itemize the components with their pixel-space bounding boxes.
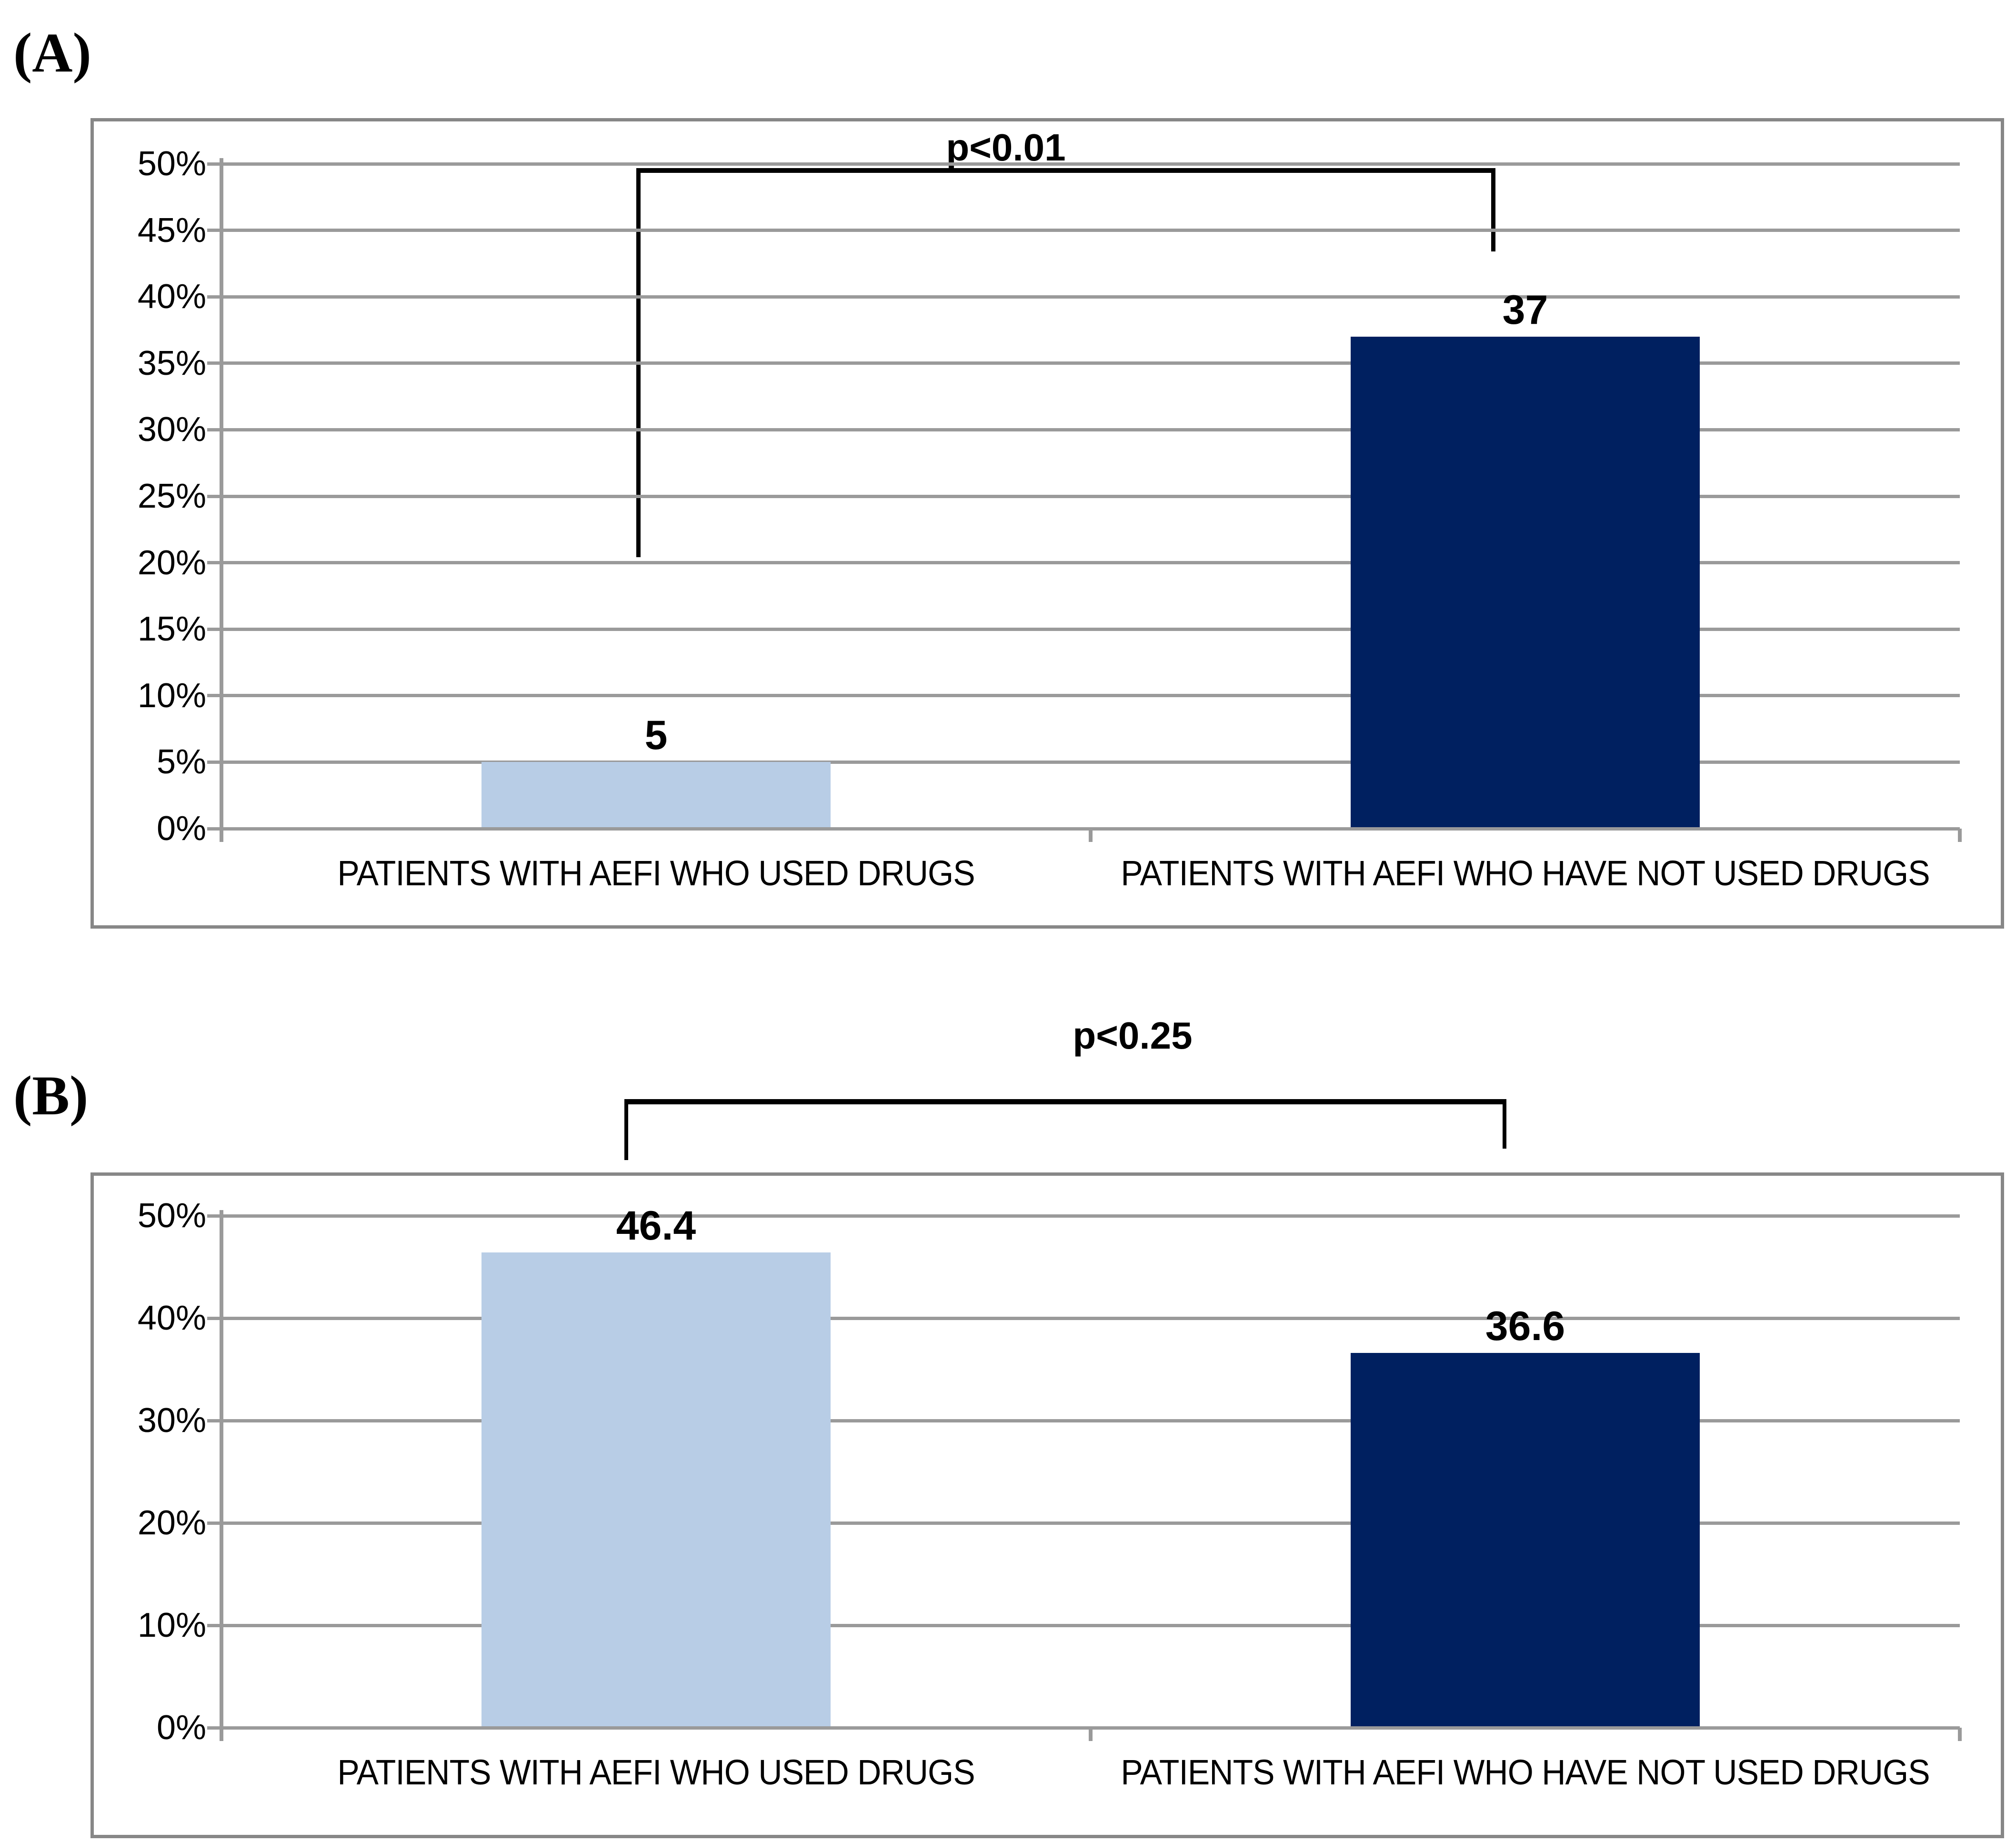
y-axis-tick <box>207 627 221 631</box>
y-axis-tick <box>207 162 221 166</box>
y-axis-tick-label: 45% <box>137 211 206 250</box>
y-axis-tick-label: 35% <box>137 344 206 382</box>
y-axis-tick-label: 15% <box>137 610 206 649</box>
gridline <box>221 627 1960 631</box>
y-axis-tick-label: 50% <box>137 1197 206 1235</box>
y-axis-tick <box>207 1623 221 1627</box>
bar-value-label: 46.4 <box>616 1203 696 1249</box>
bar-patients-used-drugs <box>481 1252 831 1728</box>
chart-a-plot: 0% 5% 10% 15% 20% 25% 30% 35% 40% 45% 50% PATIENTS … <box>138 145 1962 893</box>
y-axis-tick-label: 40% <box>137 278 206 316</box>
gridline <box>221 428 1960 431</box>
category-labels: PATIENTS WITH AEFI WHO USED DRUGS PATIENT… <box>221 853 1960 893</box>
y-axis-tick-label: 30% <box>137 1402 206 1440</box>
y-axis-tick <box>207 561 221 565</box>
significance-p-label-b: p<0.25 <box>1073 1014 1193 1057</box>
significance-bracket-b-left <box>624 1099 628 1160</box>
significance-bracket-b-top <box>624 1099 1506 1104</box>
x-axis-tick <box>1958 829 1962 842</box>
x-axis-tick <box>1089 1728 1093 1741</box>
bar-patients-not-used-drugs <box>1350 336 1700 829</box>
y-axis-tick-label: 0% <box>156 1709 206 1747</box>
y-axis-tick-label: 10% <box>137 676 206 715</box>
x-axis-tick <box>1958 1728 1962 1741</box>
gridline <box>221 162 1960 166</box>
panel-a-label: (A) <box>13 21 91 84</box>
y-axis-tick-label: 40% <box>137 1299 206 1337</box>
significance-p-label-a: p<0.01 <box>946 126 1066 169</box>
panel-b-label: (B) <box>13 1064 89 1127</box>
y-axis-tick-label: 30% <box>137 410 206 449</box>
y-axis-line <box>220 1210 223 1741</box>
y-axis-tick <box>207 760 221 764</box>
chart-b-plot: 0% 10% 20% 30% 40% 50% PATIENTS WITH AEFI WHO … <box>138 1197 1962 1792</box>
gridline <box>221 229 1960 232</box>
gridline <box>221 1316 1960 1320</box>
bar-patients-not-used-drugs <box>1350 1353 1700 1728</box>
x-axis-line <box>207 1726 1960 1730</box>
y-axis-tick <box>207 1214 221 1218</box>
bar-value-label: 37 <box>1502 287 1548 333</box>
y-axis-line <box>220 158 223 842</box>
y-axis-tick-label: 10% <box>137 1606 206 1644</box>
gridline <box>221 1623 1960 1627</box>
gridline <box>221 1214 1960 1218</box>
panel-a: 0% 5% 10% 15% 20% 25% 30% 35% 40% 45% 50% PATIENTS … <box>90 118 2004 929</box>
x-axis-tick <box>1089 829 1093 842</box>
y-axis-tick-label: 50% <box>137 145 206 183</box>
bar-value-label: 5 <box>644 712 668 759</box>
gridline <box>221 561 1960 565</box>
category-label: PATIENTS WITH AEFI WHO HAVE NOT USED DRU… <box>1121 1752 1930 1792</box>
y-axis-tick <box>207 494 221 498</box>
y-axis-tick-label: 0% <box>156 810 206 848</box>
category-labels: PATIENTS WITH AEFI WHO USED DRUGS PATIENT… <box>221 1752 1960 1792</box>
gridline <box>221 1419 1960 1422</box>
y-axis-tick <box>207 694 221 698</box>
y-axis-tick <box>207 361 221 365</box>
significance-bracket-a-right <box>1491 168 1495 251</box>
category-label: PATIENTS WITH AEFI WHO USED DRUGS <box>337 1752 975 1792</box>
gridline <box>221 760 1960 764</box>
y-axis-tick <box>207 428 221 431</box>
category-label: PATIENTS WITH AEFI WHO HAVE NOT USED DRU… <box>1121 853 1930 893</box>
gridline <box>221 694 1960 698</box>
bar-value-label: 36.6 <box>1485 1303 1565 1350</box>
bar-patients-used-drugs <box>481 762 831 829</box>
panel-b: 0% 10% 20% 30% 40% 50% PATIENTS WITH AEFI WHO … <box>90 1172 2004 1838</box>
gridline <box>221 1521 1960 1525</box>
y-axis-tick <box>207 295 221 299</box>
gridline <box>221 295 1960 299</box>
y-axis-tick-label: 20% <box>137 1504 206 1542</box>
significance-bracket-a-top <box>636 168 1495 173</box>
significance-bracket-b-right <box>1503 1099 1506 1149</box>
y-axis-tick-label: 5% <box>156 743 206 781</box>
y-axis-tick <box>207 229 221 232</box>
gridline <box>221 361 1960 365</box>
y-axis-tick-label: 20% <box>137 543 206 582</box>
category-label: PATIENTS WITH AEFI WHO USED DRUGS <box>337 853 975 893</box>
x-axis-line <box>207 827 1960 831</box>
y-axis-tick <box>207 1521 221 1525</box>
gridline <box>221 494 1960 498</box>
y-axis-tick <box>207 1316 221 1320</box>
y-axis-tick-label: 25% <box>137 477 206 515</box>
y-axis-tick <box>207 1419 221 1422</box>
